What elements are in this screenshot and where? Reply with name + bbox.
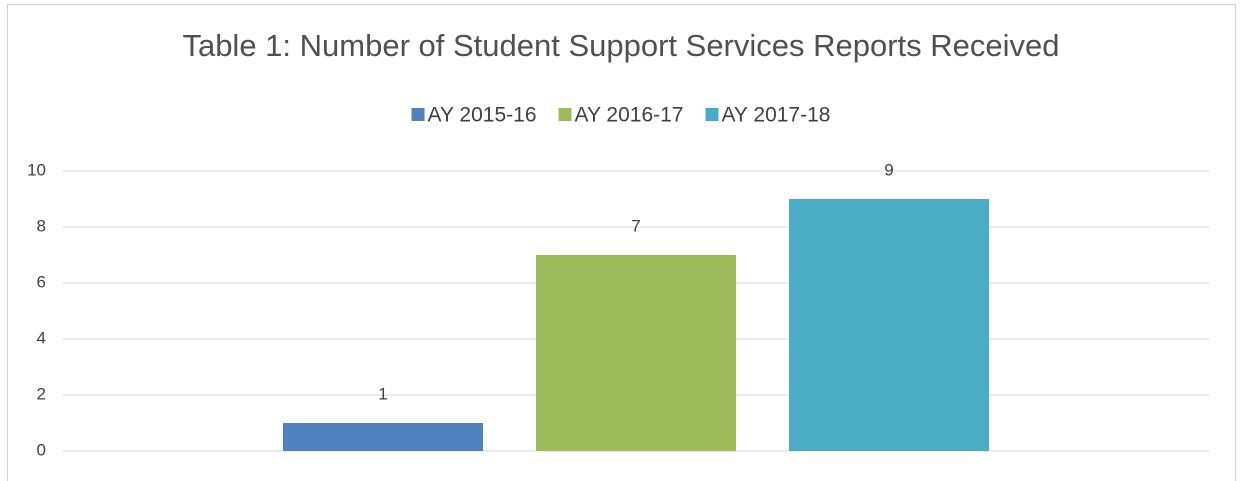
legend-label: AY 2017-18 [721, 104, 830, 127]
legend-label: AY 2016-17 [575, 104, 684, 127]
bar [283, 423, 483, 451]
legend-label: AY 2015-16 [428, 104, 537, 127]
legend-swatch [558, 108, 572, 121]
legend-swatch [411, 108, 425, 121]
bar [536, 255, 736, 451]
y-tick-label: 0 [37, 440, 46, 459]
data-label: 7 [631, 216, 640, 235]
bar [789, 199, 989, 451]
chart-title: Table 1: Number of Student Support Servi… [182, 28, 1059, 63]
y-tick-label: 10 [27, 160, 46, 179]
legend-swatch [705, 108, 719, 121]
y-tick-label: 2 [37, 384, 46, 403]
y-tick-label: 6 [37, 272, 46, 291]
y-tick-label: 8 [37, 216, 46, 235]
data-label: 9 [884, 160, 893, 179]
y-tick-label: 4 [37, 328, 46, 347]
data-label: 1 [378, 384, 387, 403]
